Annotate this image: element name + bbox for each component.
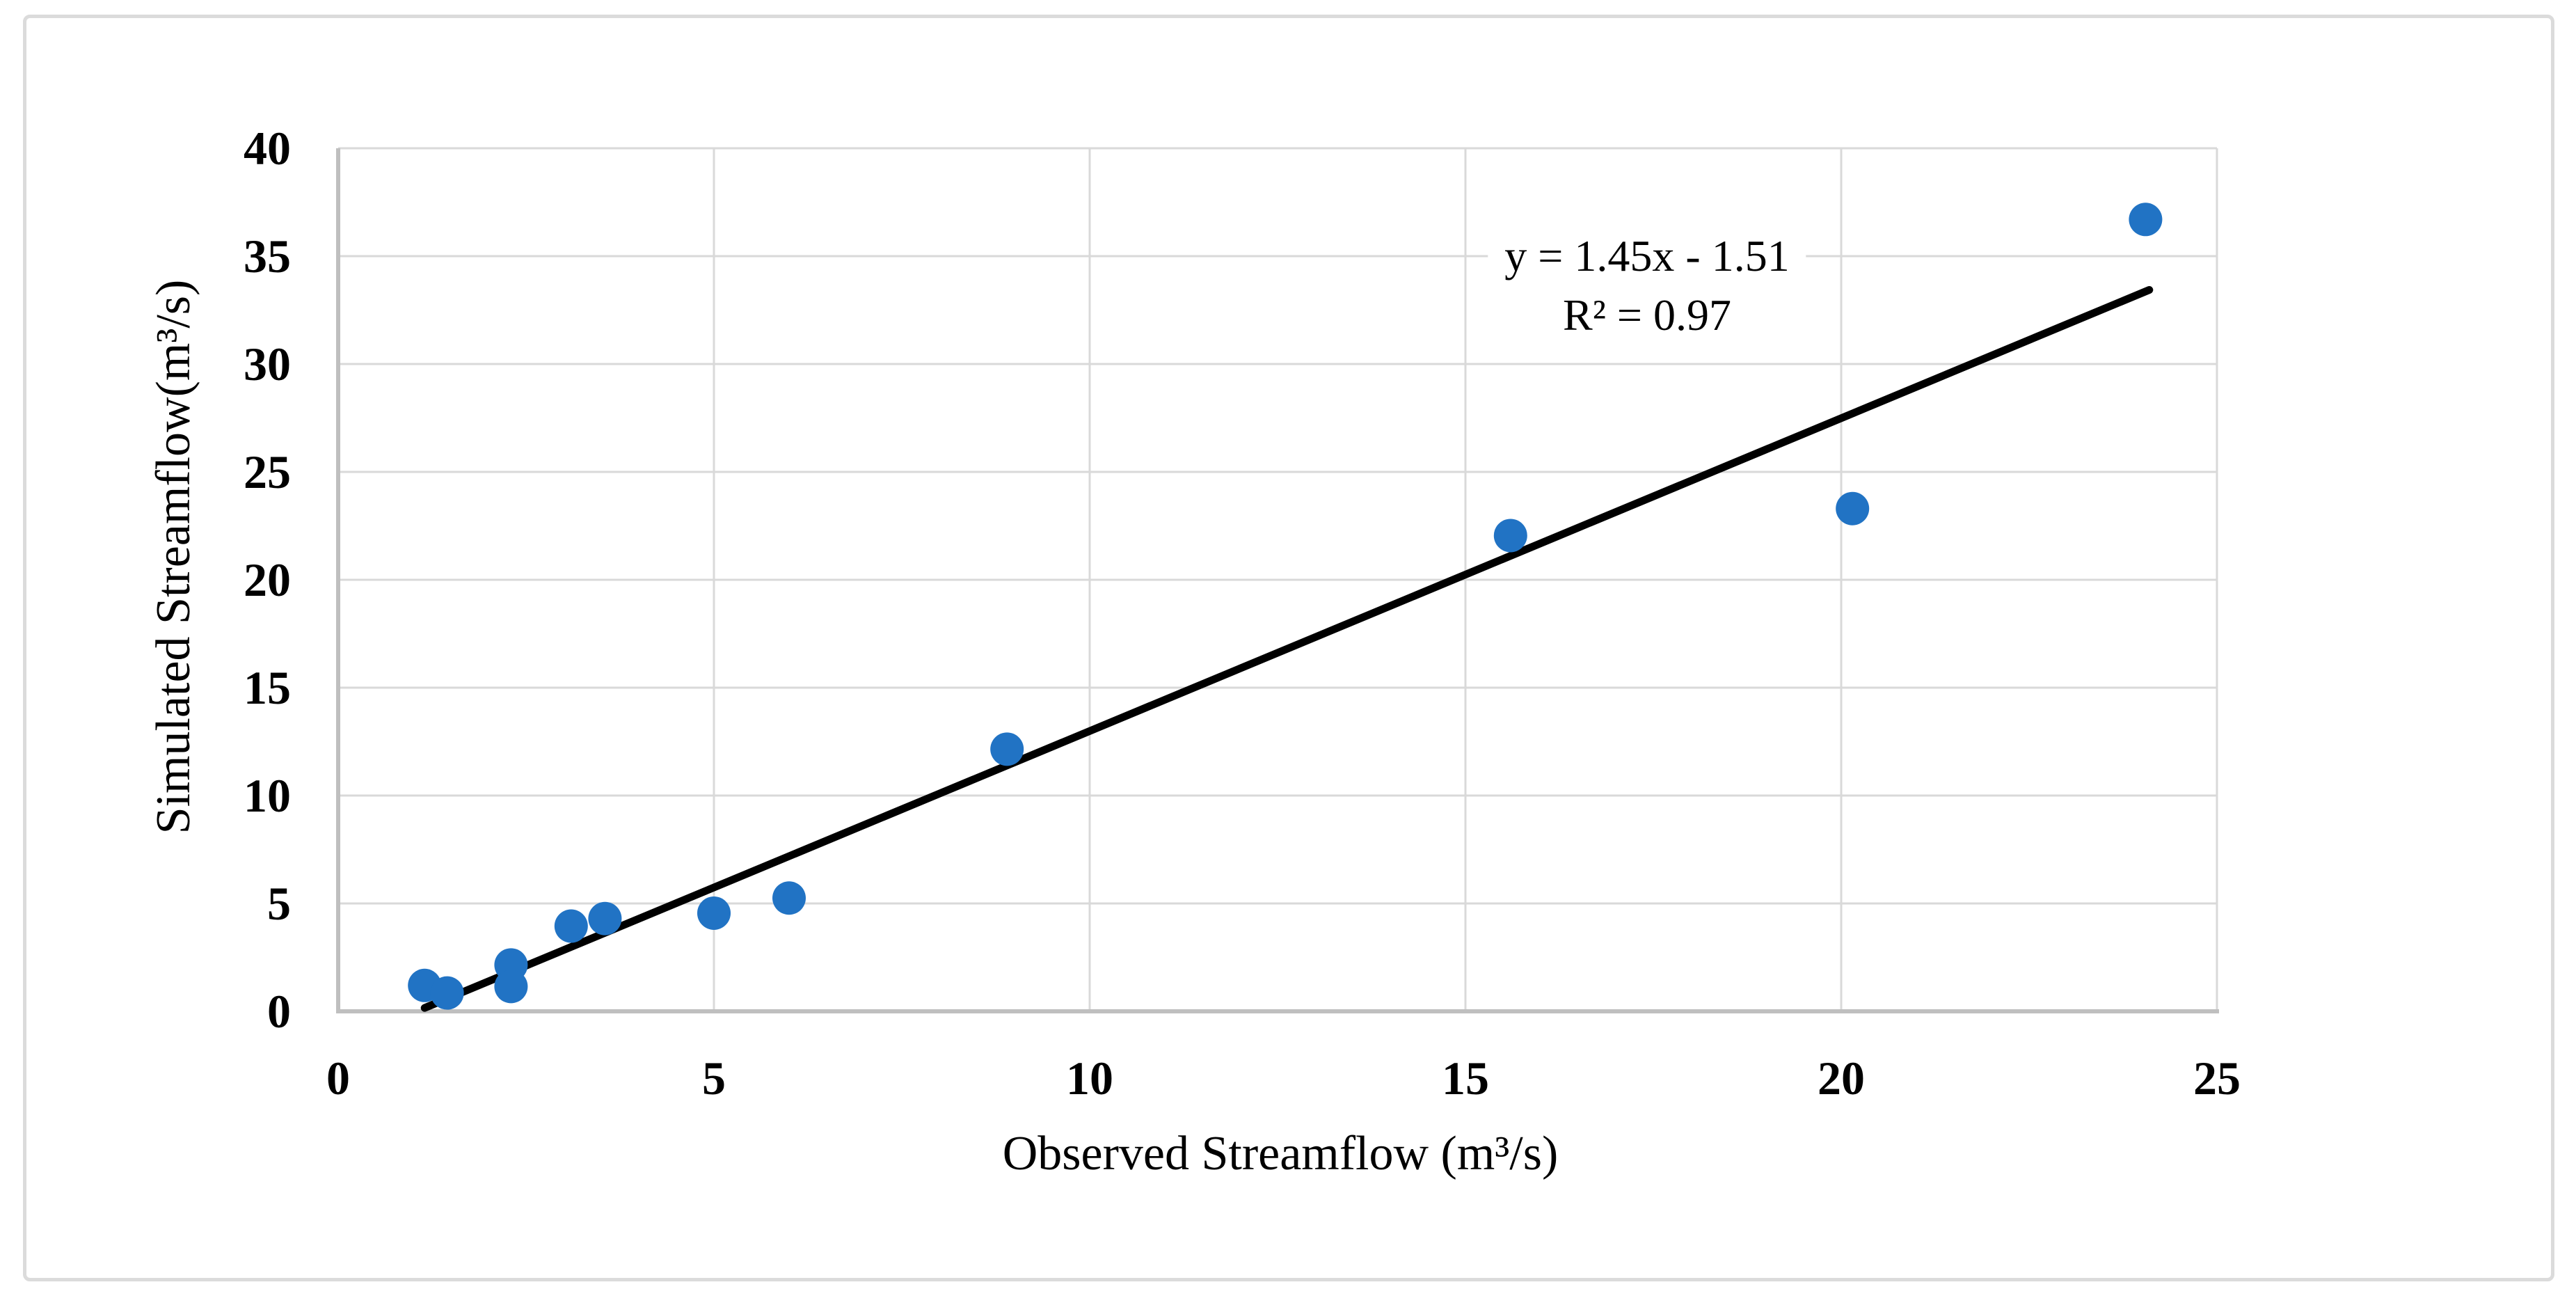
data-point-marker bbox=[2129, 203, 2163, 237]
y-tick-label: 0 bbox=[267, 985, 291, 1038]
y-tick-label: 40 bbox=[244, 122, 291, 175]
trendline-annotation: y = 1.45x - 1.51 R² = 0.97 bbox=[1488, 226, 1806, 345]
x-tick-label: 0 bbox=[326, 1052, 350, 1105]
y-tick-label: 15 bbox=[244, 661, 291, 714]
figure-border bbox=[23, 15, 2554, 1281]
y-axis-title: Simulated Streamflow(m³/s) bbox=[147, 279, 200, 835]
x-tick-label: 25 bbox=[2193, 1052, 2241, 1105]
y-tick-label: 30 bbox=[244, 338, 291, 390]
data-point-marker bbox=[494, 970, 528, 1004]
y-tick-label: 20 bbox=[244, 553, 291, 606]
y-tick-label: 25 bbox=[244, 445, 291, 498]
data-point-marker bbox=[697, 896, 731, 930]
axis-lines bbox=[336, 148, 2219, 1013]
linear-trendline bbox=[420, 286, 2154, 1012]
gridlines bbox=[337, 147, 2218, 1013]
data-point-marker bbox=[1836, 491, 1870, 525]
data-point-marker bbox=[588, 901, 622, 935]
data-point-marker bbox=[772, 881, 806, 915]
x-tick-label: 15 bbox=[1442, 1052, 1489, 1105]
y-tick-label: 10 bbox=[244, 769, 291, 822]
x-tick-label: 20 bbox=[1818, 1052, 1865, 1105]
data-point-marker bbox=[554, 909, 588, 943]
trendline-r-squared: R² = 0.97 bbox=[1563, 290, 1731, 340]
data-point-marker bbox=[1493, 519, 1527, 553]
x-tick-label: 10 bbox=[1066, 1052, 1113, 1105]
data-point-markers bbox=[408, 203, 2163, 1010]
data-point-marker bbox=[990, 732, 1024, 766]
data-point-marker bbox=[430, 976, 464, 1010]
x-axis-title: Observed Streamflow (m³/s) bbox=[1002, 1127, 1559, 1180]
y-tick-label: 5 bbox=[267, 877, 291, 930]
trendline bbox=[420, 286, 2154, 1012]
trendline-equation: y = 1.45x - 1.51 bbox=[1504, 231, 1790, 280]
x-tick-label: 5 bbox=[702, 1052, 726, 1105]
y-tick-label: 35 bbox=[244, 230, 291, 283]
